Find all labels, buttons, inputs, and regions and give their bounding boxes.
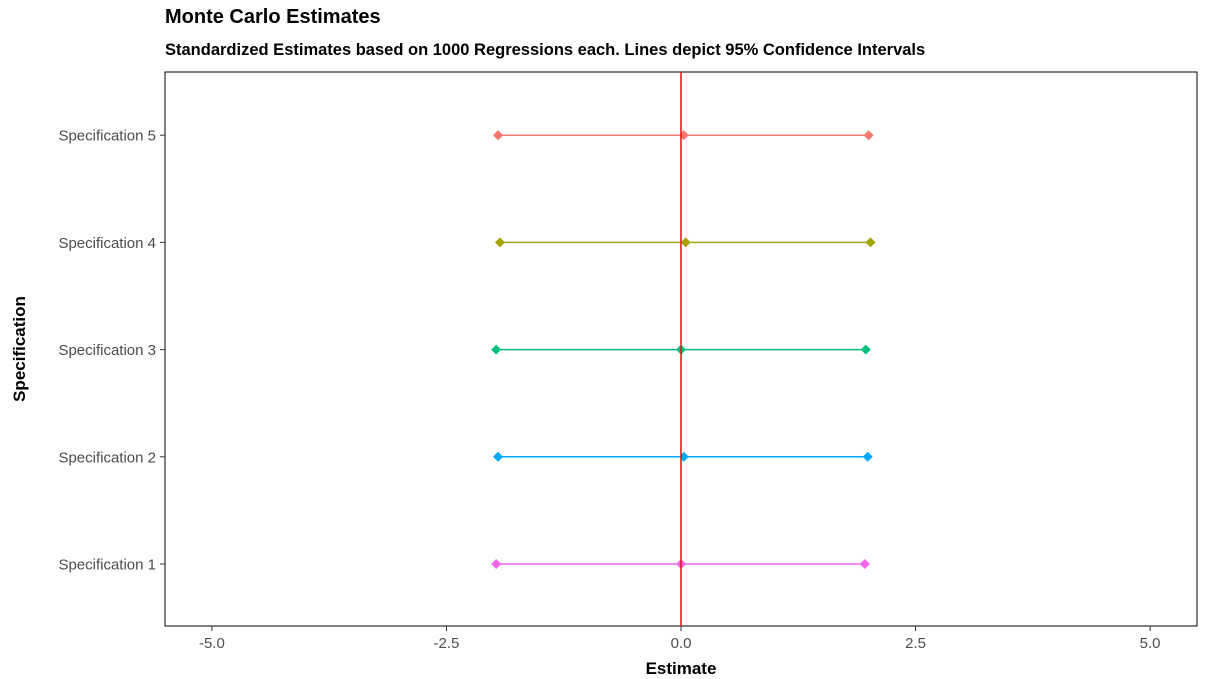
y-tick-label: Specification 3 <box>58 342 156 359</box>
x-axis-title: Estimate <box>646 659 717 678</box>
y-tick-label: Specification 1 <box>58 557 156 574</box>
upper-bound-point <box>862 451 873 462</box>
upper-bound-point <box>865 237 876 248</box>
chart-subtitle: Standardized Estimates based on 1000 Reg… <box>165 41 926 59</box>
estimate-point <box>680 237 691 248</box>
y-tick-label: Specification 2 <box>58 449 156 466</box>
upper-bound-point <box>859 559 870 569</box>
x-tick-label: 2.5 <box>905 635 926 652</box>
y-axis-title: Specification <box>10 296 29 402</box>
y-tick-label: Specification 5 <box>58 128 156 145</box>
x-tick-label: -2.5 <box>434 635 460 652</box>
x-tick-label: 5.0 <box>1140 635 1161 652</box>
y-tick-label: Specification 4 <box>58 235 156 252</box>
lower-bound-point <box>491 559 502 569</box>
x-tick-label: -5.0 <box>199 635 225 652</box>
lower-bound-point <box>494 237 505 248</box>
lower-bound-point <box>493 451 504 462</box>
lower-bound-point <box>493 130 504 141</box>
upper-bound-point <box>860 344 871 355</box>
lower-bound-point <box>491 344 502 355</box>
chart-title: Monte Carlo Estimates <box>165 6 381 28</box>
x-tick-label: 0.0 <box>671 635 692 652</box>
upper-bound-point <box>863 130 874 141</box>
